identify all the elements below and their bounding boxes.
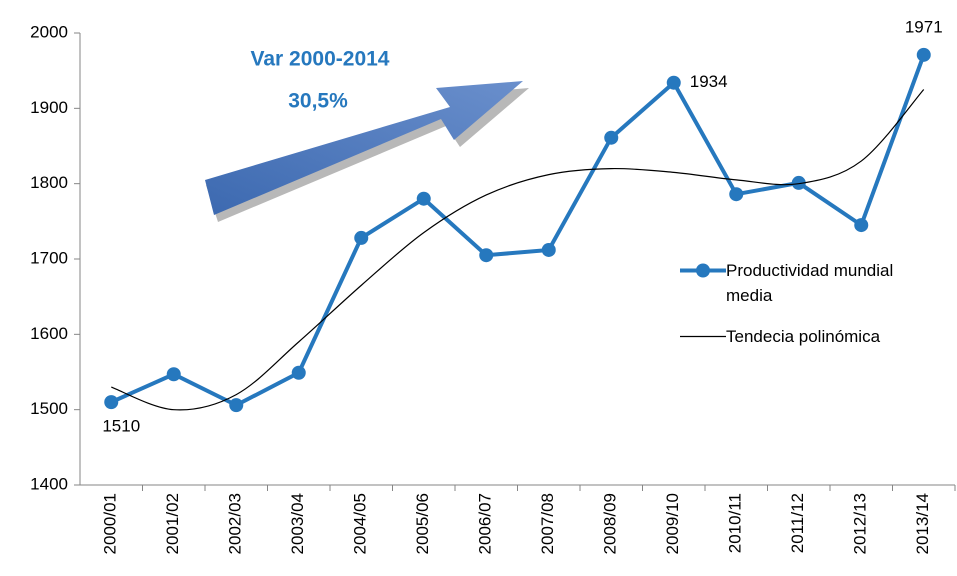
y-tick-label: 1400 (30, 474, 68, 493)
x-tick-label: 2002/03 (226, 493, 245, 554)
x-tick-label: 2007/08 (538, 493, 557, 554)
x-tick-label: 2005/06 (413, 493, 432, 554)
point (604, 130, 619, 145)
data-label: 1510 (102, 417, 140, 436)
point (854, 218, 869, 233)
point (291, 365, 306, 380)
x-tick-label: 2006/07 (476, 493, 495, 554)
legend-label: Tendecia polinómica (726, 327, 881, 346)
x-tick-label: 2012/13 (851, 493, 870, 554)
x-tick-label: 2009/10 (663, 493, 682, 554)
y-tick-label: 1700 (30, 248, 68, 267)
point (791, 175, 806, 190)
x-tick-label: 2000/01 (101, 493, 120, 554)
legend: Productividad mundial media Tendecia poli… (680, 258, 950, 349)
data-label: 1934 (690, 72, 728, 91)
x-tick-label: 2004/05 (351, 493, 370, 554)
x-tick-label: 2010/11 (726, 493, 745, 553)
point (416, 191, 431, 206)
data-label: 1971 (905, 17, 943, 36)
point (166, 367, 181, 382)
legend-swatch (680, 263, 726, 278)
point (729, 187, 744, 202)
legend-swatch (680, 335, 726, 338)
legend-entry: Tendecia polinómica (680, 324, 950, 349)
legend-box: Productividad mundial media Tendecia poli… (680, 258, 950, 349)
y-tick-label: 2000 (30, 22, 68, 41)
arrow (205, 81, 529, 222)
x-tick-label: 2008/09 (601, 493, 620, 554)
point (354, 230, 369, 245)
x-tick-label: 2003/04 (288, 493, 307, 554)
point (229, 398, 244, 413)
point (541, 242, 556, 257)
y-tick-label: 1600 (30, 324, 68, 343)
x-tick-label: 2013/14 (913, 493, 932, 554)
point (479, 248, 494, 263)
x-tick-label: 2001/02 (163, 493, 182, 554)
y-tick-label: 1500 (30, 399, 68, 418)
legend-marker (696, 263, 710, 278)
point (104, 395, 119, 410)
y-tick-label: 1900 (30, 98, 68, 117)
legend-entry: Productividad mundial media (680, 258, 950, 308)
y-tick-label: 1800 (30, 173, 68, 192)
x-tick-label: 2011/12 (788, 493, 807, 553)
series-line (111, 89, 925, 411)
point (666, 75, 681, 90)
point (916, 47, 931, 62)
legend-label: Productividad mundial media (726, 261, 894, 305)
annotation: Var 2000-2014 (251, 48, 390, 71)
annotation: 30,5% (288, 90, 348, 113)
